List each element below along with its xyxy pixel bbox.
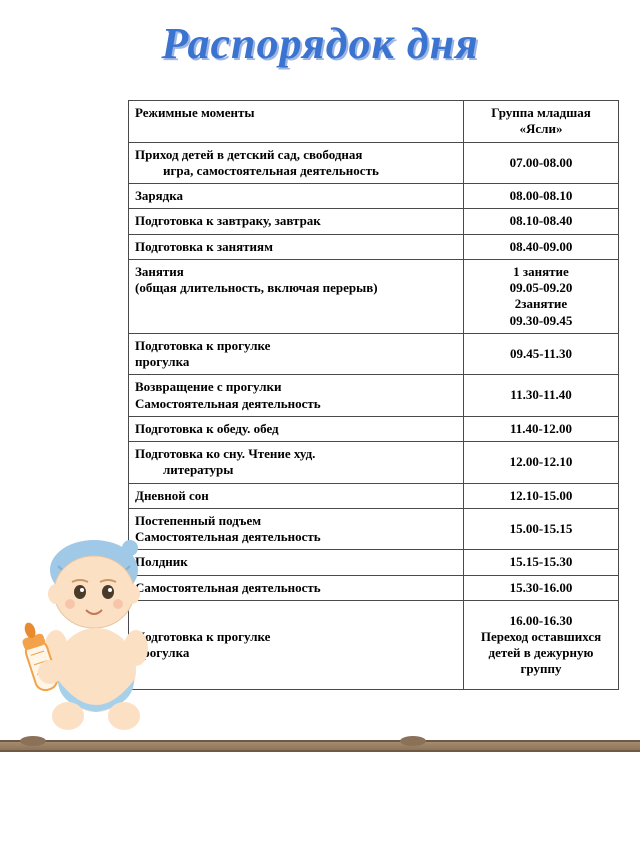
table-row: Подготовка к прогулкепрогулка16.00-16.30…	[129, 600, 619, 690]
page-title: Распорядок дня	[0, 0, 640, 79]
table-row: Приход детей в детский сад, свободнаяигр…	[129, 142, 619, 184]
row-time: 08.00-08.10	[464, 184, 619, 209]
row-activity: Подготовка ко сну. Чтение худ.литературы	[129, 442, 464, 484]
row-activity: Подготовка к прогулкепрогулка	[129, 333, 464, 375]
row-activity: Полдник	[129, 550, 464, 575]
row-time: 07.00-08.00	[464, 142, 619, 184]
row-time: 08.40-09.00	[464, 234, 619, 259]
table-row: Подготовка к завтраку, завтрак08.10-08.4…	[129, 209, 619, 234]
schedule-table: Режимные моментыГруппа младшая «Ясли»При…	[128, 100, 619, 690]
baby-illustration	[8, 530, 168, 740]
row-activity: Занятия(общая длительность, включая пере…	[129, 259, 464, 333]
row-time: 1 занятие09.05-09.202занятие09.30-09.45	[464, 259, 619, 333]
row-time: 15.30-16.00	[464, 575, 619, 600]
row-activity: Подготовка к завтраку, завтрак	[129, 209, 464, 234]
header-right: Группа младшая «Ясли»	[464, 101, 619, 143]
row-time: 16.00-16.30Переход оставшихся детей в де…	[464, 600, 619, 690]
row-time: 15.00-15.15	[464, 508, 619, 550]
row-time: 12.10-15.00	[464, 483, 619, 508]
table-row: Подготовка ко сну. Чтение худ.литературы…	[129, 442, 619, 484]
row-activity: Дневной сон	[129, 483, 464, 508]
table-row: Подготовка к обеду. обед11.40-12.00	[129, 416, 619, 441]
table-row: Самостоятельная деятельность15.30-16.00	[129, 575, 619, 600]
table-row: Возвращение с прогулкиСамостоятельная де…	[129, 375, 619, 417]
row-activity: Самостоятельная деятельность	[129, 575, 464, 600]
row-activity: Возвращение с прогулкиСамостоятельная де…	[129, 375, 464, 417]
row-time: 09.45-11.30	[464, 333, 619, 375]
ground-decoration	[0, 740, 640, 752]
row-activity: Приход детей в детский сад, свободнаяигр…	[129, 142, 464, 184]
table-row: Полдник15.15-15.30	[129, 550, 619, 575]
table-row: Зарядка08.00-08.10	[129, 184, 619, 209]
row-time: 15.15-15.30	[464, 550, 619, 575]
table-row: Постепенный подъемСамостоятельная деятел…	[129, 508, 619, 550]
header-left: Режимные моменты	[129, 101, 464, 143]
schedule-table-container: Режимные моментыГруппа младшая «Ясли»При…	[128, 100, 618, 690]
table-row: Занятия(общая длительность, включая пере…	[129, 259, 619, 333]
row-time: 11.30-11.40	[464, 375, 619, 417]
row-time: 08.10-08.40	[464, 209, 619, 234]
row-time: 11.40-12.00	[464, 416, 619, 441]
row-activity: Зарядка	[129, 184, 464, 209]
table-row: Подготовка к занятиям08.40-09.00	[129, 234, 619, 259]
table-row: Дневной сон12.10-15.00	[129, 483, 619, 508]
row-activity: Постепенный подъемСамостоятельная деятел…	[129, 508, 464, 550]
row-activity: Подготовка к занятиям	[129, 234, 464, 259]
table-row: Подготовка к прогулкепрогулка09.45-11.30	[129, 333, 619, 375]
row-activity: Подготовка к обеду. обед	[129, 416, 464, 441]
row-activity: Подготовка к прогулкепрогулка	[129, 600, 464, 690]
row-time: 12.00-12.10	[464, 442, 619, 484]
